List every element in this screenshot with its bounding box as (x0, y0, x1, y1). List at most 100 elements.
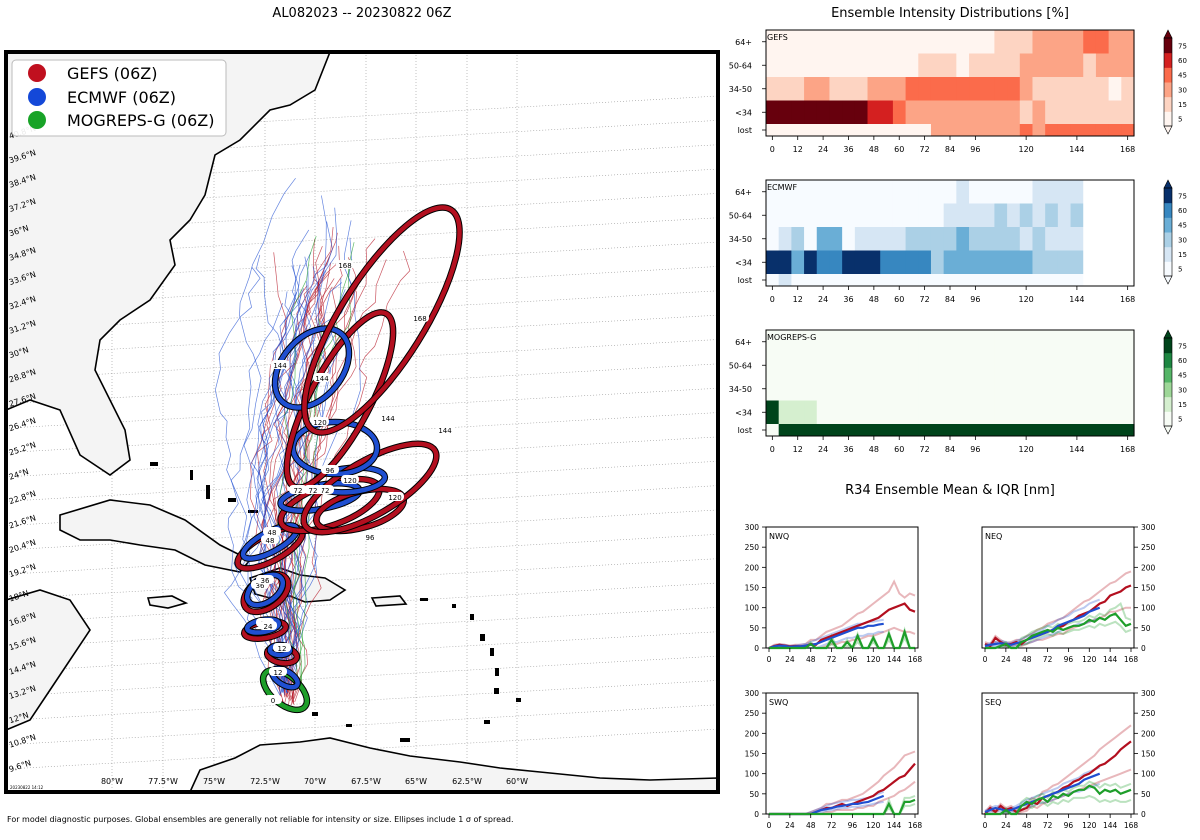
ellipse-label-text: 120 (343, 477, 356, 485)
mean-line (985, 612, 1132, 650)
heat-cell (791, 330, 805, 354)
heat-cell (905, 250, 919, 274)
heat-cell (829, 203, 843, 227)
heat-cell (842, 53, 856, 77)
lon-label: 70°W (304, 777, 326, 786)
heat-cell (1019, 203, 1034, 227)
heat-cell (1045, 227, 1059, 251)
heat-cell (804, 180, 818, 204)
track-line (223, 281, 308, 696)
heat-cell (880, 30, 894, 54)
heat-cell (1121, 250, 1135, 274)
mean-line (985, 784, 1132, 816)
heat-cell (1108, 330, 1122, 354)
gridline-lat (6, 655, 718, 697)
heat-cell (804, 77, 818, 101)
heat-cell (1032, 330, 1046, 354)
heat-x-tick: 36 (843, 295, 853, 304)
ellipse-label-text: 48 (266, 537, 275, 545)
heat-cell (930, 330, 945, 354)
heat-cell (918, 124, 932, 136)
heat-cell (804, 30, 818, 54)
heat-x-tick: 48 (869, 445, 879, 454)
heat-cell (1070, 424, 1084, 436)
heat-cell (969, 30, 983, 54)
ellipse-label-text: 144 (315, 375, 329, 383)
heat-cell (778, 227, 792, 251)
heat-x-tick: 12 (793, 445, 803, 454)
island (312, 712, 318, 716)
heat-cell (842, 227, 856, 251)
island (494, 688, 499, 694)
heat-cell (816, 353, 831, 377)
lon-label: 65°W (405, 777, 427, 786)
heat-cell (880, 377, 894, 401)
r34-y-tick: 200 (1141, 563, 1156, 572)
heat-cell (791, 77, 805, 101)
r34-y-tick: 300 (745, 689, 760, 698)
heat-cell (778, 203, 792, 227)
heat-cell (981, 53, 996, 77)
heat-cell (918, 180, 932, 204)
heat-cell (842, 400, 856, 424)
heat-cell (1083, 100, 1097, 124)
heat-cell (766, 53, 780, 77)
heat-cell (829, 424, 843, 436)
colorbar-segment (1164, 217, 1172, 233)
colorbar-segment (1164, 188, 1172, 204)
heat-x-tick: 120 (1018, 295, 1033, 304)
heat-cell (1121, 274, 1135, 286)
ellipse-label-ecmwf: 72 (304, 485, 322, 495)
heat-cell (1032, 203, 1046, 227)
heat-cell (956, 274, 970, 286)
ellipse-label-text: 12 (274, 669, 283, 677)
heat-cell (981, 400, 996, 424)
heat-cell (867, 424, 881, 436)
gridline-lat (6, 436, 718, 478)
heat-cell (854, 180, 869, 204)
heat-cell (1057, 100, 1072, 124)
heat-cell (854, 400, 869, 424)
heat-cell (1121, 180, 1135, 204)
heat-cell (892, 250, 907, 274)
heat-cell (1108, 203, 1122, 227)
heat-cell (778, 330, 792, 354)
heat-cell (1095, 400, 1110, 424)
r34-x-tick: 120 (866, 821, 881, 830)
heat-cell (791, 400, 805, 424)
ellipse-label-text: 144 (438, 427, 452, 435)
lon-label: 77.5°W (148, 777, 178, 786)
heat-x-tick: 168 (1120, 145, 1135, 154)
heat-row-label: 64+ (735, 188, 752, 197)
gridline-lat (6, 120, 718, 161)
ellipse-label-text: 120 (388, 494, 401, 502)
heat-cell (804, 424, 818, 436)
lon-label: 80°W (101, 777, 123, 786)
heat-cell (956, 250, 970, 274)
diagnostic-panels: Ensemble Intensity Distributions [%] 64+ 5… (729, 6, 1187, 830)
heat-cell (1032, 400, 1046, 424)
heat-cell (1095, 30, 1110, 54)
heat-cell (1095, 203, 1110, 227)
heat-cell (791, 124, 805, 136)
mean-line (769, 798, 916, 816)
heat-cell (842, 77, 856, 101)
heat-cell (1045, 77, 1059, 101)
heat-cell (804, 124, 818, 136)
r34-x-tick: 72 (1043, 655, 1053, 664)
heat-cell (905, 100, 919, 124)
heat-cell (766, 424, 780, 436)
heat-cell (842, 274, 856, 286)
heat-x-tick: 96 (970, 145, 980, 154)
heat-cell (1007, 203, 1021, 227)
heat-cell (1070, 353, 1084, 377)
gridline-lat (6, 704, 718, 746)
heat-x-tick: 24 (818, 445, 828, 454)
track-line (255, 254, 292, 695)
heat-row-label: lost (738, 126, 752, 135)
landmass-central-america (6, 589, 91, 731)
heat-cell (880, 100, 894, 124)
legend-marker (28, 88, 46, 106)
landmass-cuba (59, 499, 252, 573)
heat-cell (816, 77, 831, 101)
